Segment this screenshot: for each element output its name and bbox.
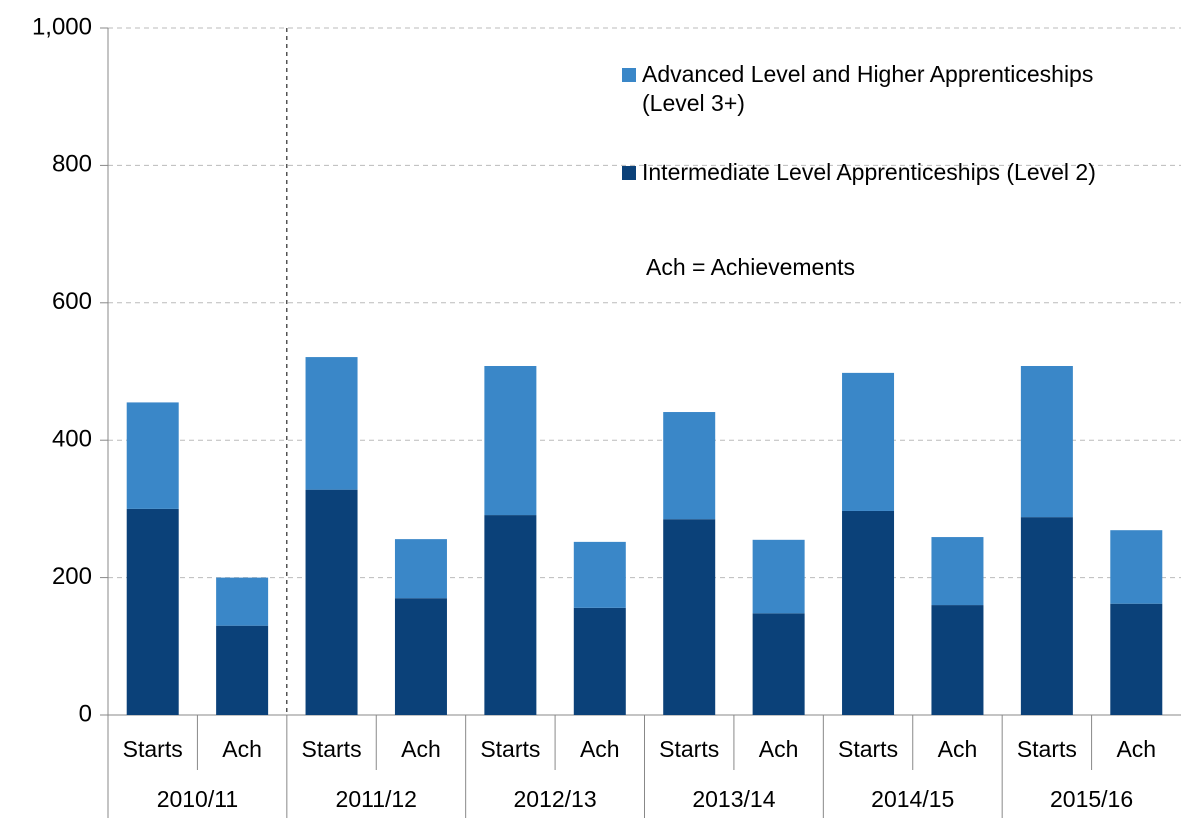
- bar-segment: [663, 412, 716, 520]
- bar-segment: [126, 508, 179, 715]
- group-label: 2012/13: [514, 786, 597, 812]
- bar-segment: [216, 577, 269, 626]
- legend-swatch: [622, 68, 636, 82]
- bar-segment: [842, 372, 895, 511]
- legend-swatch: [622, 166, 636, 180]
- bar-segment: [216, 625, 269, 715]
- y-tick-label: 0: [79, 700, 92, 727]
- y-tick-label: 200: [52, 563, 92, 590]
- annotation: Ach = Achievements: [646, 254, 856, 280]
- legend-label: Intermediate Level Apprenticeships (Leve…: [642, 159, 1096, 185]
- bar-segment: [931, 605, 984, 715]
- y-tick-label: 600: [52, 288, 92, 315]
- group-label: 2015/16: [1050, 786, 1133, 812]
- bar-segment: [1020, 517, 1073, 715]
- y-tick-label: 400: [52, 426, 92, 453]
- y-tick-label: 1,000: [32, 13, 92, 40]
- bar-segment: [126, 402, 179, 509]
- bar-segment: [1020, 366, 1073, 518]
- x-tick-label: Starts: [1017, 736, 1077, 762]
- bar-segment: [484, 366, 537, 516]
- x-tick-label: Starts: [659, 736, 719, 762]
- bar-segment: [752, 613, 805, 715]
- x-tick-label: Starts: [480, 736, 540, 762]
- x-tick-label: Ach: [938, 736, 978, 762]
- bar-segment: [573, 607, 626, 715]
- bar-segment: [1110, 603, 1163, 715]
- x-tick-label: Ach: [1116, 736, 1156, 762]
- legend-item: Intermediate Level Apprenticeships (Leve…: [622, 158, 1102, 187]
- bar-segment: [1110, 530, 1163, 604]
- group-label: 2013/14: [692, 786, 775, 812]
- bar-segment: [394, 598, 447, 715]
- bar-segment: [663, 519, 716, 715]
- x-tick-label: Ach: [759, 736, 799, 762]
- bar-segment: [931, 537, 984, 606]
- x-tick-label: Starts: [123, 736, 183, 762]
- bar-segment: [484, 515, 537, 715]
- x-tick-label: Ach: [222, 736, 262, 762]
- bar-segment: [752, 539, 805, 614]
- bar-segment: [394, 539, 447, 599]
- x-tick-label: Ach: [401, 736, 441, 762]
- group-label: 2010/11: [157, 786, 238, 812]
- x-tick-label: Starts: [838, 736, 898, 762]
- y-tick-label: 800: [52, 151, 92, 178]
- group-label: 2011/12: [336, 786, 417, 812]
- bar-segment: [573, 541, 626, 608]
- group-label: 2014/15: [871, 786, 954, 812]
- bar-segment: [305, 489, 358, 715]
- bar-segment: [842, 510, 895, 715]
- legend-item: Advanced Level and Higher Apprenticeship…: [622, 60, 1102, 118]
- bar-segment: [305, 357, 358, 490]
- x-tick-label: Starts: [302, 736, 362, 762]
- x-tick-label: Ach: [580, 736, 620, 762]
- legend-label: Advanced Level and Higher Apprenticeship…: [642, 61, 1094, 116]
